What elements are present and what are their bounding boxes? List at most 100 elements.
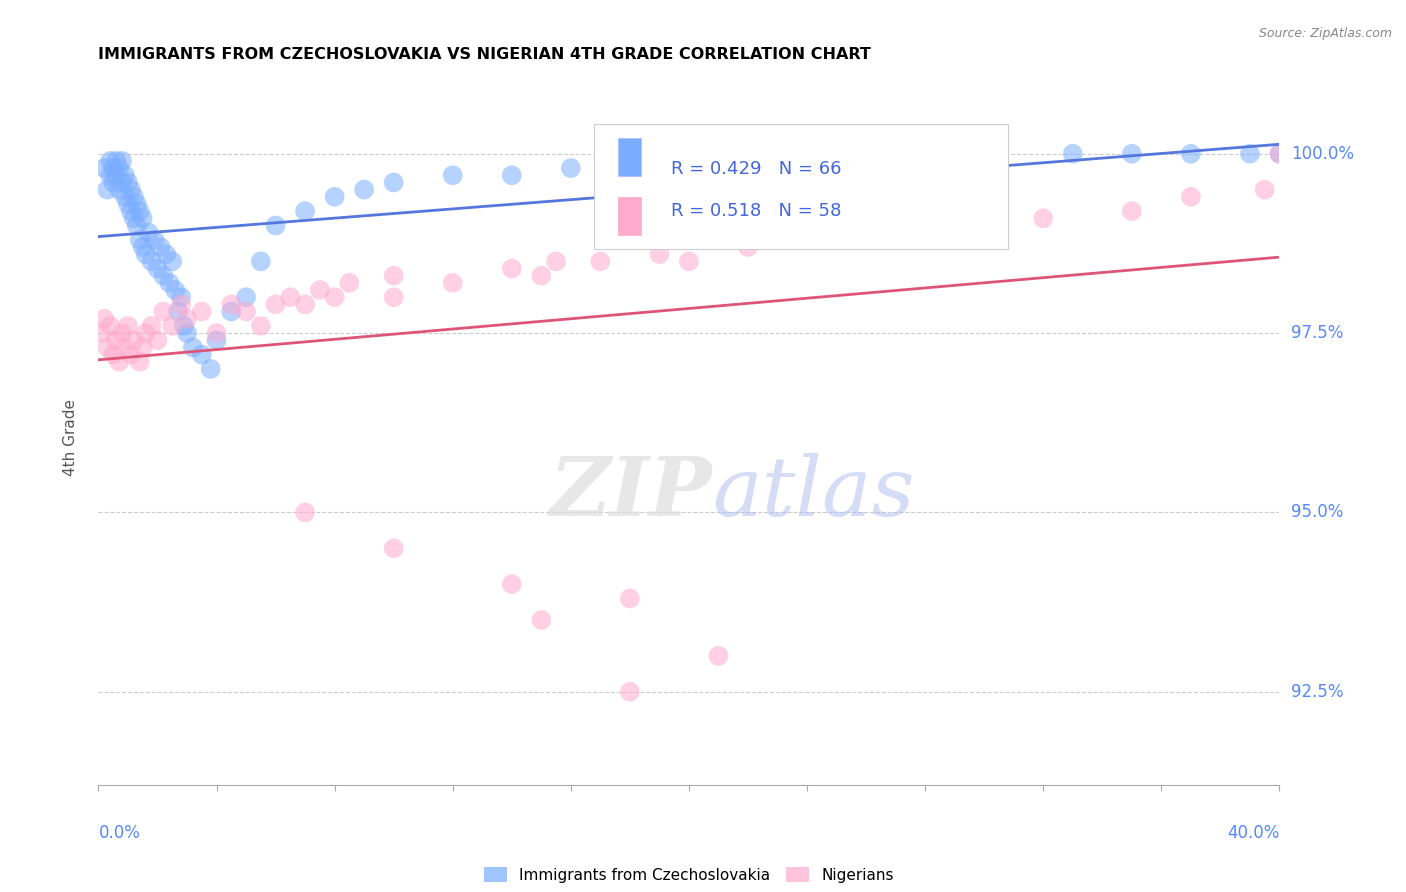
Point (167, 304, 190, 318)
Point (117, 197, 139, 211)
Point (170, 297, 193, 311)
Legend: Immigrants from Czechoslovakia, Nigerians: Immigrants from Czechoslovakia, Nigerian… (478, 861, 900, 888)
Text: ZIP: ZIP (550, 453, 713, 533)
Text: R = 0.429   N = 66: R = 0.429 N = 66 (671, 161, 842, 178)
Point (191, 304, 214, 318)
Point (707, 648, 730, 663)
Point (796, 153, 818, 168)
Point (294, 204, 316, 219)
Point (1239, 146, 1261, 161)
Point (1032, 211, 1054, 226)
Point (501, 577, 523, 591)
Point (250, 254, 273, 268)
Point (1121, 146, 1143, 161)
Point (111, 153, 134, 168)
Point (128, 204, 150, 219)
Point (98, 153, 121, 168)
Point (152, 304, 174, 318)
Point (105, 168, 128, 182)
Point (120, 348, 142, 362)
Point (737, 240, 759, 254)
Point (128, 233, 150, 247)
Point (135, 326, 157, 340)
Point (619, 161, 641, 175)
Point (176, 326, 198, 340)
Point (122, 333, 145, 347)
Point (914, 233, 936, 247)
Text: 97.5%: 97.5% (1291, 324, 1344, 342)
Point (1268, 146, 1291, 161)
Point (162, 254, 183, 268)
Point (173, 318, 195, 333)
Point (560, 161, 582, 175)
Point (219, 297, 243, 311)
Point (546, 254, 568, 268)
Point (619, 684, 641, 698)
Point (914, 153, 936, 168)
Point (309, 283, 332, 297)
Point (111, 326, 134, 340)
Point (132, 240, 155, 254)
Point (128, 355, 150, 369)
Point (205, 326, 228, 340)
Text: 40.0%: 40.0% (1227, 824, 1279, 842)
Text: 95.0%: 95.0% (1291, 503, 1344, 522)
Point (648, 247, 671, 261)
Point (250, 318, 273, 333)
Y-axis label: 4th Grade: 4th Grade (63, 399, 77, 475)
Point (105, 153, 128, 168)
Text: IMMIGRANTS FROM CZECHOSLOVAKIA VS NIGERIAN 4TH GRADE CORRELATION CHART: IMMIGRANTS FROM CZECHOSLOVAKIA VS NIGERI… (98, 47, 872, 62)
Point (111, 176, 134, 190)
Point (105, 333, 128, 347)
Point (103, 176, 125, 190)
Point (678, 254, 700, 268)
Point (973, 219, 995, 233)
Bar (619, 197, 641, 235)
Point (93, 161, 115, 175)
Point (149, 240, 172, 254)
Point (96, 183, 118, 197)
Point (146, 261, 169, 276)
Point (125, 219, 148, 233)
Point (441, 168, 464, 182)
Point (353, 183, 375, 197)
Point (884, 226, 907, 240)
Point (1062, 146, 1084, 161)
Point (122, 211, 145, 226)
Point (108, 183, 131, 197)
Point (98, 318, 121, 333)
Text: R = 0.518   N = 58: R = 0.518 N = 58 (671, 202, 842, 220)
Point (155, 247, 177, 261)
Point (165, 283, 187, 297)
Point (200, 362, 222, 376)
Point (1254, 183, 1277, 197)
Point (264, 297, 287, 311)
Bar (619, 138, 641, 177)
Point (176, 311, 198, 326)
Text: atlas: atlas (713, 453, 915, 533)
Point (103, 348, 125, 362)
Point (294, 505, 316, 519)
Point (114, 190, 136, 204)
Point (108, 161, 131, 175)
Point (96, 340, 118, 354)
Text: 100.0%: 100.0% (1291, 145, 1354, 162)
Point (235, 304, 257, 318)
Point (973, 153, 995, 168)
Point (114, 168, 136, 182)
Point (294, 297, 316, 311)
FancyBboxPatch shape (595, 124, 1008, 249)
Point (264, 219, 287, 233)
Point (337, 276, 360, 290)
Point (1268, 146, 1291, 161)
Point (98, 168, 121, 182)
Point (146, 333, 169, 347)
Text: Source: ZipAtlas.com: Source: ZipAtlas.com (1258, 27, 1392, 40)
Point (219, 304, 243, 318)
Point (93, 311, 115, 326)
Point (117, 176, 139, 190)
Point (152, 268, 174, 283)
Point (205, 333, 228, 347)
Point (120, 204, 142, 219)
Point (1180, 146, 1202, 161)
